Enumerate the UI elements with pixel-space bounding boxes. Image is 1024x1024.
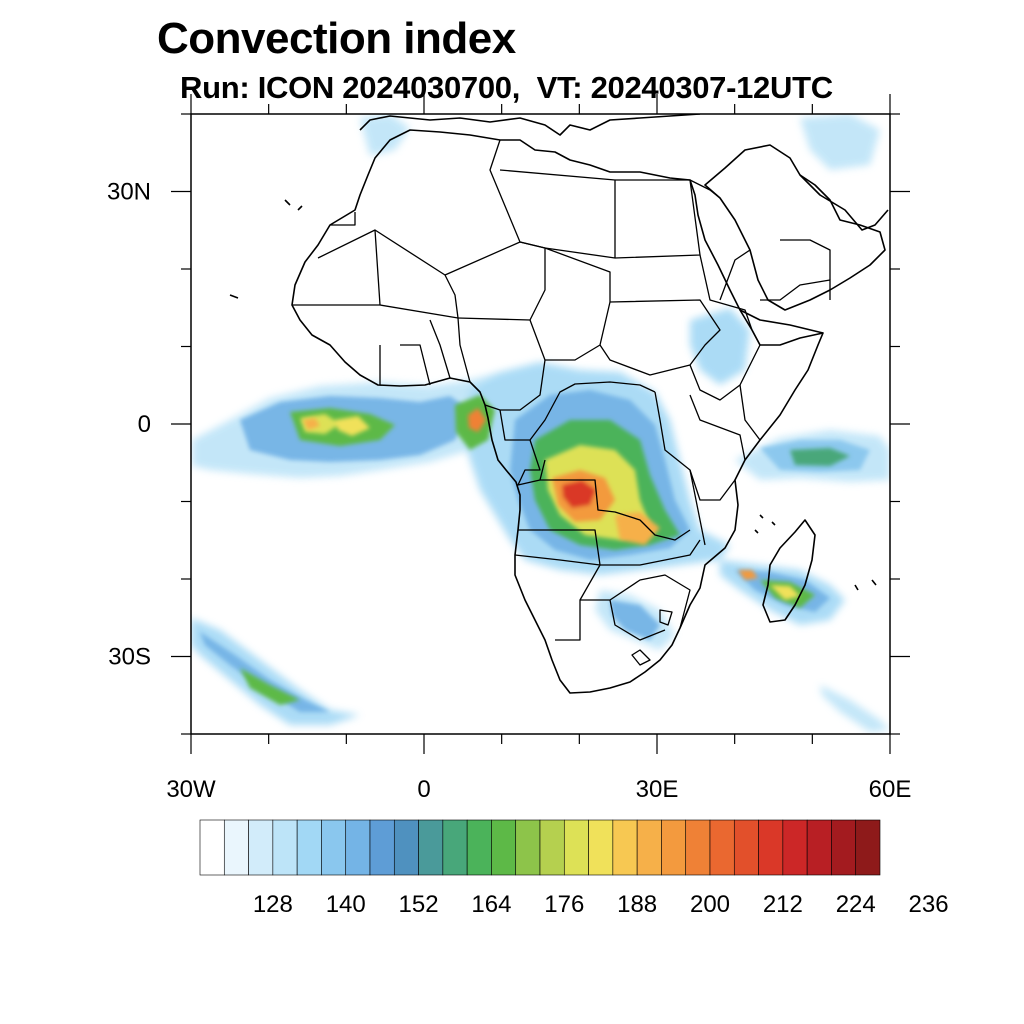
field-indian-green [790,448,850,466]
colorbar-label: 224 [836,891,876,918]
lon-tick-label: 60E [869,776,912,803]
chart-title: Convection index [157,14,516,63]
persian-gulf-coast [799,174,889,231]
field-atlantic-yellow-2 [335,416,370,436]
colorbar-swatch [466,819,492,876]
madagascar-coastline [762,519,816,623]
colorbar-label: 212 [763,891,803,918]
lat-tick-label: 30S [108,644,151,671]
colorbar-label: 140 [326,891,366,918]
colorbar-swatch [248,819,274,876]
field-atlantic-orange [303,418,320,430]
latitude-labels: 30N 0 30S [107,179,151,671]
colorbar-label: 128 [253,891,293,918]
colorbar [199,819,881,876]
longitude-labels: 30W 0 30E 60E [166,776,911,803]
colorbar-swatch [709,819,735,876]
colorbar-swatch [515,819,541,876]
colorbar-swatch [321,819,347,876]
field-gabon-orange [468,408,486,432]
convection-field [191,114,890,732]
colorbar-swatch [296,819,322,876]
canary-islands [229,199,303,299]
colorbar-swatch [393,819,419,876]
field-satl-green [240,668,300,705]
field-south-atlantic [191,618,360,725]
colorbar-label: 236 [909,891,949,918]
colorbar-swatch [199,819,225,876]
colorbar-swatch [733,819,759,876]
colorbar-swatch [758,819,784,876]
colorbar-swatch [563,819,589,876]
colorbar-swatch [223,819,249,876]
horn-coast [739,309,824,334]
colorbar-swatch [636,819,662,876]
field-ethiopia [690,308,750,385]
colorbar-swatch [806,819,832,876]
lat-tick-label: 0 [138,411,151,438]
colorbar-label: 176 [544,891,584,918]
colorbar-swatch [612,819,638,876]
lon-tick-label: 30E [636,776,679,803]
field-zambia-orange [615,512,660,545]
colorbar-labels: 128 140 152 164 176 188 200 212 224 236 [253,891,949,918]
colorbar-swatch [442,819,468,876]
map-plot-area [191,114,890,734]
field-congo-red [562,480,596,508]
colorbar-swatch [539,819,565,876]
colorbar-swatch [661,819,687,876]
colorbar-swatch [491,819,517,876]
colorbar-label: 152 [399,891,439,918]
country-borders [292,139,831,666]
colorbar-swatch [782,819,808,876]
axis-ticks [171,94,910,754]
colorbar-swatch [418,819,444,876]
field-mada-orange [738,570,758,580]
lon-tick-label: 30W [166,776,216,803]
colorbar-swatch [855,819,881,876]
colorbar-label: 164 [471,891,511,918]
colorbar-swatch [272,819,298,876]
comoros-islands [754,514,776,534]
field-mada-yellow [770,585,800,600]
colorbar-swatch [685,819,711,876]
colorbar-swatch [588,819,614,876]
lat-tick-label: 30N [107,179,151,206]
field-sa-blue [610,600,660,640]
arabia-coastline [704,144,886,311]
colorbar-label: 200 [690,891,730,918]
europe-coastline [359,114,701,136]
lon-tick-label: 0 [417,776,430,803]
coastlines-and-borders [229,114,889,694]
colorbar-swatch [345,819,371,876]
colorbar-swatch [369,819,395,876]
chart-subtitle: Run: ICON 2024030700, VT: 20240307-12UTC [180,70,833,105]
field-sw-indian-ocean [820,685,890,732]
field-mediterranean [360,114,410,156]
mascarene-islands [854,579,877,591]
field-persia [800,114,880,170]
africa-coastline [291,129,824,694]
colorbar-label: 188 [617,891,657,918]
colorbar-swatch [831,819,857,876]
